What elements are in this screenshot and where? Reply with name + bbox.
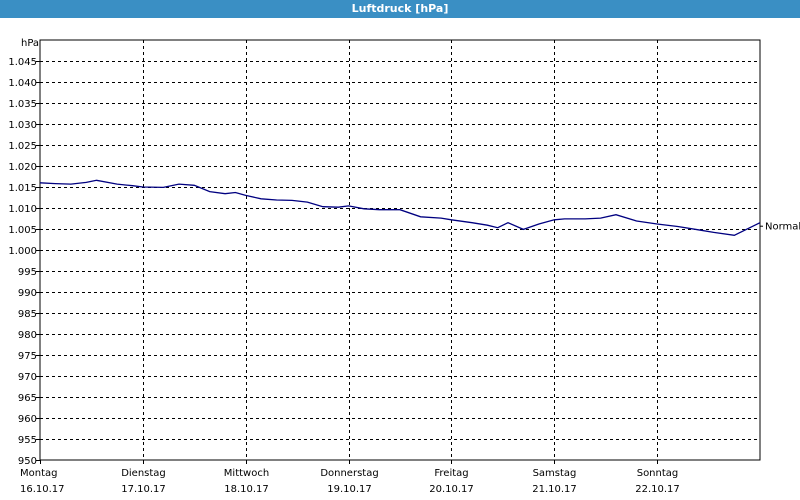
series-line-normal — [39, 179, 761, 236]
y-tick-label: 1.025 — [8, 141, 37, 152]
x-axis-ticks: Montag 16.10.17 Dienstag 17.10.17 Mittwoch 18… — [20, 460, 680, 495]
y-axis-ticks: 950 955 960 965 970 975 980 985 990 995 1.000 1.005… — [8, 57, 40, 467]
y-tick-label: 1.045 — [8, 57, 37, 68]
x-tick-label-day: Sonntag — [637, 468, 679, 479]
y-axis-unit-label: hPa — [21, 38, 40, 49]
y-tick-label: 985 — [18, 309, 37, 320]
x-tick-label-date: 17.10.17 — [121, 484, 166, 495]
y-tick-label: 990 — [18, 288, 37, 299]
x-tick-label-date: 18.10.17 — [224, 484, 269, 495]
y-tick-label: 1.010 — [8, 204, 37, 215]
x-tick-label-day: Donnerstag — [320, 468, 378, 479]
x-tick-label-day: Mittwoch — [224, 468, 269, 479]
y-tick-label: 1.015 — [8, 183, 37, 194]
y-tick-label: 965 — [18, 393, 37, 404]
y-tick-label: 1.020 — [8, 162, 37, 173]
y-tick-label: 950 — [18, 456, 37, 467]
x-tick-label-date: 19.10.17 — [327, 484, 372, 495]
y-tick-label: 1.005 — [8, 225, 37, 236]
x-tick-label-day: Samstag — [533, 468, 577, 479]
x-tick-label-date: 21.10.17 — [532, 484, 577, 495]
y-tick-label: 1.035 — [8, 99, 37, 110]
y-tick-label: 1.040 — [8, 78, 37, 89]
x-tick-label-date: 20.10.17 — [429, 484, 474, 495]
y-tick-label: 1.030 — [8, 120, 37, 131]
chart-title: Luftdruck [hPa] — [0, 0, 800, 18]
y-tick-label: 1.000 — [8, 246, 37, 257]
series-label-normal: Normal — [765, 222, 800, 233]
y-tick-label: 980 — [18, 330, 37, 341]
y-tick-label: 995 — [18, 267, 37, 278]
y-tick-label: 960 — [18, 414, 37, 425]
grid-lines — [40, 40, 760, 460]
y-tick-label: 955 — [18, 435, 37, 446]
x-tick-label-date: 22.10.17 — [635, 484, 680, 495]
y-tick-label: 970 — [18, 372, 37, 383]
x-tick-label-day: Dienstag — [121, 468, 166, 479]
y-tick-label: 975 — [18, 351, 37, 362]
x-tick-label-day: Freitag — [434, 468, 468, 479]
x-tick-label-day: Montag — [20, 468, 57, 479]
x-tick-label-date: 16.10.17 — [20, 484, 65, 495]
